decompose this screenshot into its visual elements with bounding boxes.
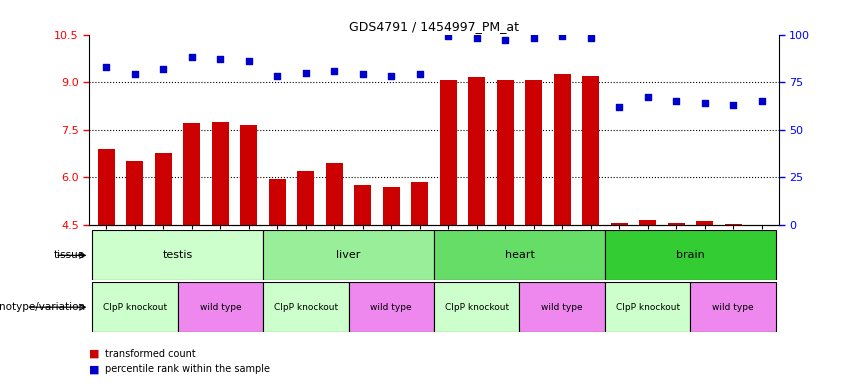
Bar bbox=[724, 224, 741, 225]
Bar bbox=[554, 74, 571, 225]
Text: transformed count: transformed count bbox=[105, 349, 196, 359]
Bar bbox=[178, 282, 263, 332]
Bar bbox=[696, 222, 713, 225]
Bar bbox=[605, 230, 776, 280]
Bar bbox=[155, 153, 172, 225]
Point bbox=[726, 102, 740, 108]
Text: percentile rank within the sample: percentile rank within the sample bbox=[105, 364, 270, 374]
Bar bbox=[240, 125, 257, 225]
Bar bbox=[383, 187, 400, 225]
Point bbox=[413, 71, 426, 78]
Bar bbox=[519, 282, 605, 332]
Point bbox=[129, 71, 142, 78]
Point bbox=[698, 100, 711, 106]
Point bbox=[356, 71, 369, 78]
Bar bbox=[667, 223, 685, 225]
Point bbox=[185, 54, 198, 60]
Bar bbox=[98, 149, 115, 225]
Bar bbox=[440, 81, 457, 225]
Text: genotype/variation: genotype/variation bbox=[0, 302, 85, 312]
Point bbox=[755, 98, 768, 104]
Bar bbox=[611, 223, 628, 225]
Bar bbox=[605, 282, 690, 332]
Text: ClpP knockout: ClpP knockout bbox=[445, 303, 509, 312]
Bar bbox=[354, 185, 371, 225]
Point bbox=[100, 64, 113, 70]
Point bbox=[556, 33, 569, 40]
Title: GDS4791 / 1454997_PM_at: GDS4791 / 1454997_PM_at bbox=[349, 20, 519, 33]
Bar bbox=[263, 282, 349, 332]
Text: wild type: wild type bbox=[541, 303, 583, 312]
Bar bbox=[212, 122, 229, 225]
Bar bbox=[349, 282, 434, 332]
Bar bbox=[468, 77, 485, 225]
Bar bbox=[434, 230, 605, 280]
Point bbox=[271, 73, 284, 79]
Bar bbox=[434, 282, 519, 332]
Bar bbox=[127, 161, 144, 225]
Text: tissue: tissue bbox=[54, 250, 85, 260]
Point bbox=[641, 94, 654, 100]
Bar bbox=[525, 81, 542, 225]
Point bbox=[470, 35, 483, 41]
Text: heart: heart bbox=[505, 250, 534, 260]
Bar bbox=[326, 163, 343, 225]
Point bbox=[527, 35, 540, 41]
Bar bbox=[92, 230, 263, 280]
Bar bbox=[269, 179, 286, 225]
Text: testis: testis bbox=[163, 250, 193, 260]
Bar bbox=[411, 182, 428, 225]
Point bbox=[584, 35, 597, 41]
Point bbox=[670, 98, 683, 104]
Text: ClpP knockout: ClpP knockout bbox=[274, 303, 338, 312]
Bar bbox=[263, 230, 434, 280]
Point bbox=[214, 56, 227, 62]
Point bbox=[499, 37, 512, 43]
Text: liver: liver bbox=[336, 250, 361, 260]
Text: wild type: wild type bbox=[200, 303, 241, 312]
Text: brain: brain bbox=[676, 250, 705, 260]
Text: wild type: wild type bbox=[370, 303, 412, 312]
Bar bbox=[92, 282, 178, 332]
Bar bbox=[183, 123, 201, 225]
Text: ■: ■ bbox=[89, 349, 100, 359]
Point bbox=[328, 68, 341, 74]
Point bbox=[157, 66, 170, 72]
Bar bbox=[297, 171, 314, 225]
Point bbox=[242, 58, 255, 64]
Bar bbox=[690, 282, 776, 332]
Text: wild type: wild type bbox=[712, 303, 754, 312]
Bar bbox=[497, 81, 514, 225]
Point bbox=[385, 73, 398, 79]
Point bbox=[299, 70, 312, 76]
Point bbox=[442, 33, 455, 40]
Point bbox=[613, 104, 626, 110]
Text: ■: ■ bbox=[89, 364, 100, 374]
Text: ClpP knockout: ClpP knockout bbox=[103, 303, 167, 312]
Text: ClpP knockout: ClpP knockout bbox=[615, 303, 680, 312]
Bar bbox=[639, 220, 656, 225]
Bar bbox=[582, 76, 599, 225]
